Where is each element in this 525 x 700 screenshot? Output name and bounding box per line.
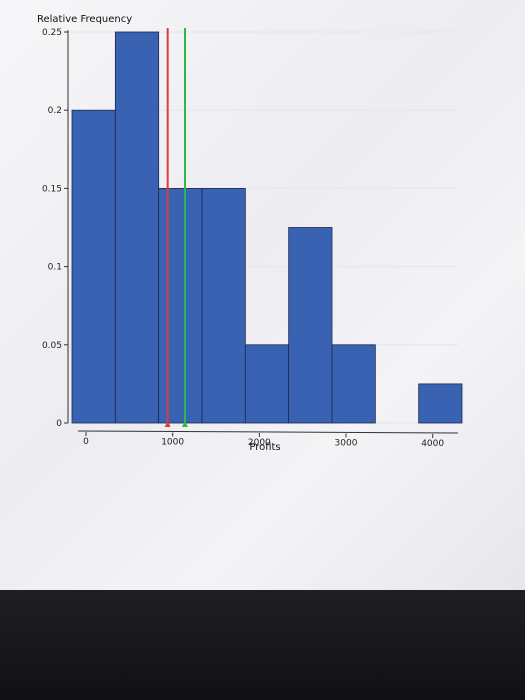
x-axis-label: Profits bbox=[249, 442, 280, 453]
y-tick-label: 0.2 bbox=[48, 106, 62, 116]
y-tick-label: 0 bbox=[56, 419, 62, 429]
histogram-bar bbox=[158, 187, 203, 424]
x-axis bbox=[77, 430, 459, 434]
x-tick-label: 4000 bbox=[421, 439, 444, 449]
x-tick-label: 1000 bbox=[161, 438, 184, 448]
y-tick-label: 0.05 bbox=[42, 341, 62, 351]
ticks: 0 0.05 0.1 0.15 0.2 0.25 0 1000 2000 3000 4000 bbox=[42, 28, 444, 449]
reference-marker bbox=[164, 421, 171, 427]
x-tick-label: 0 bbox=[83, 437, 89, 447]
axes bbox=[67, 30, 459, 434]
x-tick-label: 3000 bbox=[335, 439, 358, 449]
y-tick-label: 0.15 bbox=[42, 184, 62, 194]
histogram-chart: 0 0.05 0.1 0.15 0.2 0.25 0 1000 2000 3000 4000 Rel… bbox=[37, 14, 463, 453]
y-tick-label: 0.25 bbox=[42, 28, 62, 38]
histogram-bar bbox=[418, 383, 463, 424]
y-tick-label: 0.1 bbox=[48, 263, 62, 273]
histogram-bar bbox=[331, 344, 376, 424]
monitor-bezel bbox=[0, 590, 525, 700]
histogram-bar bbox=[71, 109, 116, 424]
x-tick-label: 2000 bbox=[248, 438, 271, 448]
bars bbox=[71, 31, 463, 424]
histogram-bar bbox=[201, 187, 246, 424]
reference-lines bbox=[164, 28, 188, 427]
y-axis-label: Relative Frequency bbox=[37, 14, 132, 25]
histogram-bar bbox=[288, 227, 333, 424]
histogram-bar bbox=[114, 31, 160, 424]
reference-marker bbox=[182, 421, 188, 427]
histogram-bar bbox=[244, 344, 290, 424]
